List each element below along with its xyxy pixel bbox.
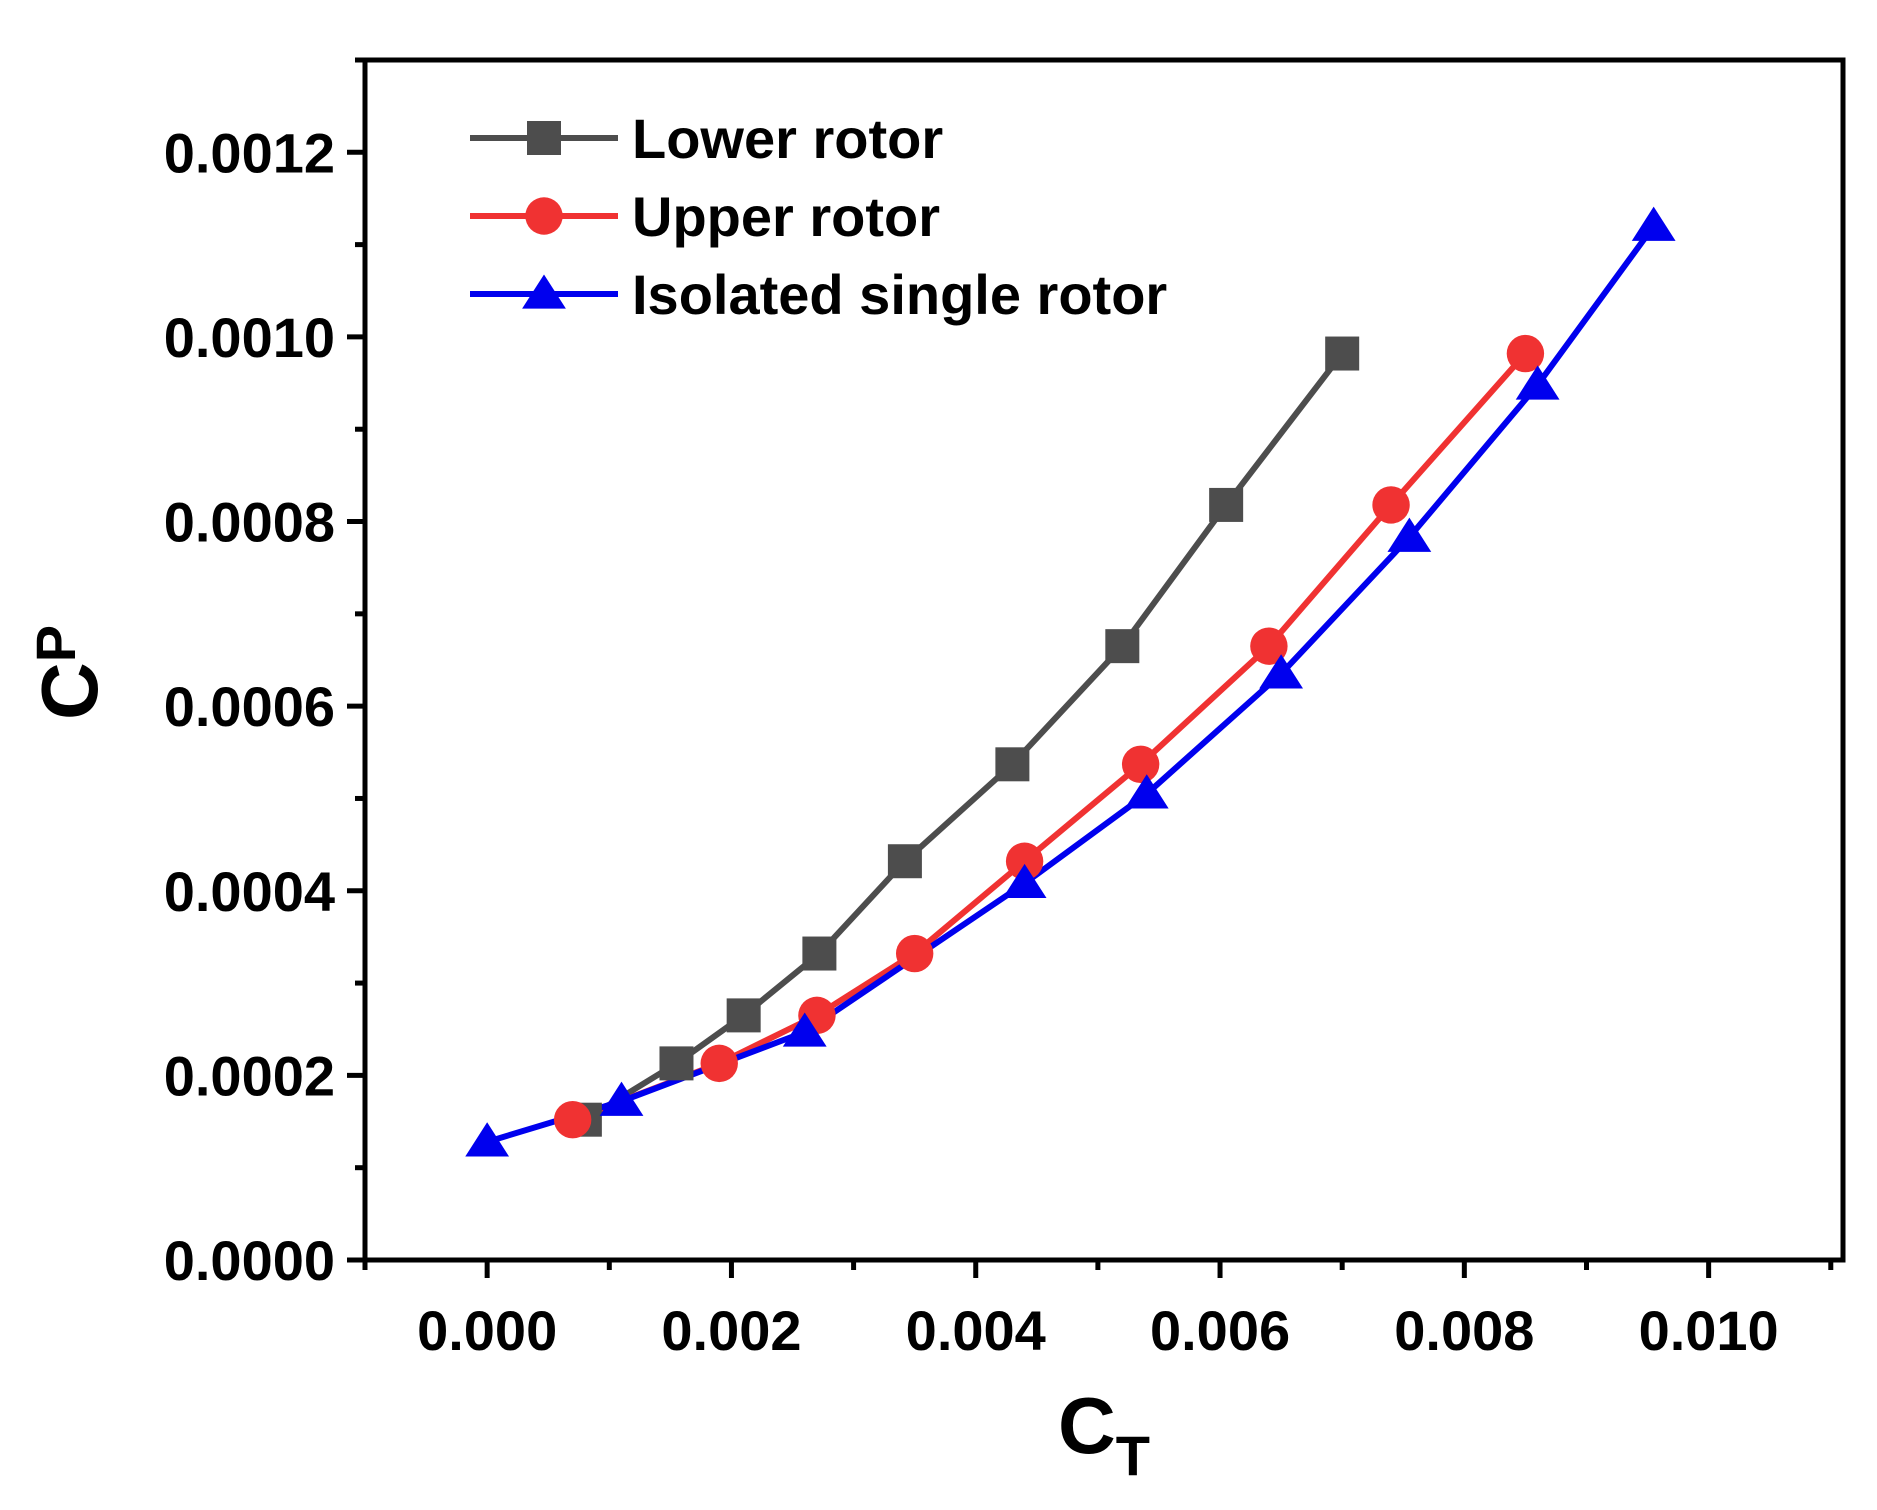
data-point-upper-rotor bbox=[1506, 334, 1545, 373]
y-tick-label: 0.0008 bbox=[164, 491, 335, 554]
data-point-isolated-single-rotor bbox=[465, 1122, 510, 1157]
data-point-isolated-single-rotor bbox=[1387, 517, 1432, 552]
series-line-isolated-single-rotor bbox=[486, 224, 1657, 1145]
x-tick-label: 0.004 bbox=[906, 1299, 1046, 1362]
series-lines bbox=[486, 224, 1657, 1145]
data-point-isolated-single-rotor bbox=[1124, 774, 1169, 809]
data-point-upper-rotor bbox=[1372, 486, 1410, 524]
x-tick-label: 0.000 bbox=[417, 1299, 557, 1362]
y-axis-title-main: C bbox=[25, 662, 114, 720]
data-point-isolated-single-rotor bbox=[1631, 206, 1676, 241]
data-point-lower-rotor bbox=[995, 747, 1030, 782]
data-point-lower-rotor bbox=[802, 936, 837, 971]
y-tick-label: 0.0002 bbox=[164, 1044, 335, 1107]
x-axis-title-main: C bbox=[1058, 1381, 1116, 1470]
x-axis-title-sub: T bbox=[1116, 1424, 1150, 1487]
legend-label-lower-rotor: Lower rotor bbox=[632, 107, 943, 170]
x-tick-label: 0.002 bbox=[661, 1299, 801, 1362]
legend-label-isolated-single-rotor: Isolated single rotor bbox=[632, 263, 1167, 326]
y-tick-label: 0.0010 bbox=[164, 306, 335, 369]
y-tick-label: 0.0012 bbox=[164, 121, 335, 184]
data-point-isolated-single-rotor bbox=[1259, 654, 1304, 689]
data-point-upper-rotor bbox=[895, 934, 934, 973]
y-tick-label: 0.0004 bbox=[164, 860, 335, 923]
axis-ticks bbox=[347, 57, 1834, 1278]
data-point-isolated-single-rotor bbox=[599, 1081, 644, 1116]
y-tick-label: 0.0000 bbox=[164, 1229, 335, 1292]
data-point-lower-rotor bbox=[1325, 336, 1360, 371]
x-tick-labels: 0.000 0.002 0.004 0.006 0.008 0.010 bbox=[417, 1299, 1779, 1362]
x-tick-label: 0.008 bbox=[1394, 1299, 1534, 1362]
x-tick-label: 0.006 bbox=[1150, 1299, 1290, 1362]
data-point-upper-rotor bbox=[553, 1100, 592, 1139]
data-point-lower-rotor bbox=[726, 998, 761, 1033]
data-point-upper-rotor bbox=[1005, 842, 1044, 880]
data-point-upper-rotor bbox=[700, 1044, 738, 1083]
data-point-isolated-single-rotor bbox=[782, 1012, 827, 1047]
y-axis-title-sub: P bbox=[24, 625, 87, 662]
legend-label-upper-rotor: Upper rotor bbox=[632, 185, 940, 248]
y-axis-title: CP bbox=[24, 625, 114, 720]
x-tick-label: 0.010 bbox=[1639, 1299, 1779, 1362]
plot-frame bbox=[362, 57, 1846, 1263]
series-line-upper-rotor bbox=[571, 351, 1528, 1123]
series-markers bbox=[465, 206, 1676, 1157]
legend: Lower rotor Upper rotor Isolated single ro… bbox=[470, 107, 1167, 326]
y-tick-labels: 0.0000 0.0002 0.0004 0.0006 0.0008 0.0010 0.00… bbox=[164, 121, 335, 1292]
legend-marker-lower-rotor bbox=[527, 121, 561, 155]
data-point-isolated-single-rotor bbox=[1515, 365, 1560, 400]
y-tick-label: 0.0006 bbox=[164, 675, 335, 738]
series-line-lower-rotor bbox=[583, 351, 1345, 1123]
data-point-lower-rotor bbox=[1209, 487, 1244, 522]
data-point-upper-rotor bbox=[1121, 745, 1160, 784]
data-point-isolated-single-rotor bbox=[1002, 863, 1047, 899]
data-point-lower-rotor bbox=[1105, 629, 1140, 664]
x-axis-title: CT bbox=[1058, 1381, 1150, 1487]
legend-marker-upper-rotor bbox=[525, 197, 563, 235]
data-point-upper-rotor bbox=[1250, 627, 1288, 665]
data-point-lower-rotor bbox=[659, 1046, 694, 1081]
legend-marker-isolated-single-rotor bbox=[522, 274, 566, 309]
data-point-lower-rotor bbox=[887, 844, 922, 879]
